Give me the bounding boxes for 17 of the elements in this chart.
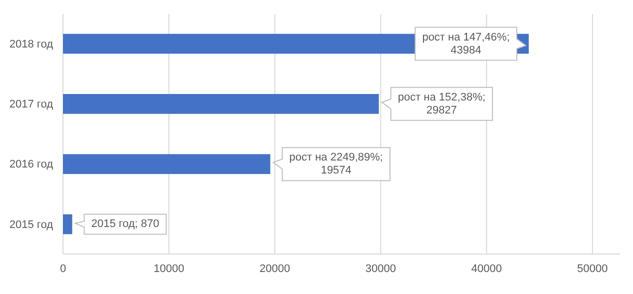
- data-label: рост на 152,38%; 29827: [398, 91, 486, 116]
- x-tick-label: 30000: [365, 262, 396, 275]
- y-tick-label: 2017 год: [9, 98, 54, 110]
- data-label: рост на 2249,89%; 19574: [289, 152, 383, 177]
- x-tick-label: 10000: [154, 262, 184, 275]
- data-label: 2015 год; 870: [91, 218, 160, 230]
- x-tick-label: 20000: [259, 262, 290, 275]
- x-tick-label: 50000: [577, 262, 608, 275]
- x-tick-label: 0: [60, 262, 66, 275]
- y-tick-label: 2015 год: [9, 218, 54, 231]
- y-tick-label: 2016 год: [9, 158, 54, 171]
- bar: [63, 214, 72, 234]
- bar: [63, 154, 270, 174]
- x-tick-label: 40000: [471, 262, 502, 275]
- y-tick-label: 2018 год: [9, 38, 54, 50]
- bar: [63, 94, 379, 114]
- data-label: рост на 147,46%; 43984: [422, 31, 510, 56]
